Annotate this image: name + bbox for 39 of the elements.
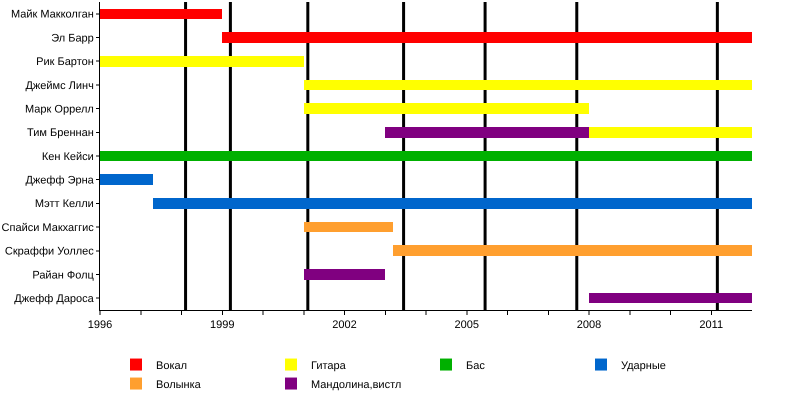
bar xyxy=(100,174,153,185)
bar xyxy=(385,127,589,138)
bar xyxy=(222,32,752,43)
bar xyxy=(304,222,393,232)
legend-label: Мандолина,вистл xyxy=(311,378,402,391)
x-tick-label: 2002 xyxy=(332,319,357,332)
bar xyxy=(393,245,752,256)
y-tick-label: Райан Фолц xyxy=(32,269,94,282)
y-tick-label: Марк Оррелл xyxy=(25,103,94,116)
bar xyxy=(100,56,304,67)
bar xyxy=(304,80,752,90)
x-tick-label: 2011 xyxy=(699,319,724,332)
bar xyxy=(153,198,752,209)
legend-label: Бас xyxy=(466,360,486,372)
bar xyxy=(589,127,752,138)
y-tick-label: Джефф Эрна xyxy=(25,174,95,187)
bar xyxy=(100,9,222,19)
bar xyxy=(304,269,385,280)
bar xyxy=(100,151,752,161)
legend-label: Ударные xyxy=(621,360,666,372)
y-tick-label: Тим Бреннан xyxy=(27,127,94,140)
y-tick-label: Майк Макколган xyxy=(10,8,94,21)
y-tick-label: Джефф Дароса xyxy=(14,293,95,305)
legend-label: Гитара xyxy=(311,360,347,372)
bar xyxy=(589,293,752,303)
y-tick-label: Скраффи Уоллес xyxy=(4,246,94,258)
y-tick-label: Эл Барр xyxy=(51,32,94,44)
bar xyxy=(304,103,589,114)
x-tick-label: 2005 xyxy=(454,319,479,332)
x-tick-label: 1996 xyxy=(88,319,112,332)
legend-label: Волынка xyxy=(156,378,202,391)
y-tick-label: Рик Бартон xyxy=(36,56,94,68)
x-tick-label: 2008 xyxy=(576,319,602,332)
y-tick-label: Джеймс Линч xyxy=(25,80,94,92)
x-tick-label: 1999 xyxy=(210,319,234,332)
legend-label: Вокал xyxy=(156,360,188,372)
y-tick-label: Кен Кейси xyxy=(42,150,94,163)
y-tick-label: Спайси Макхаггис xyxy=(2,222,94,234)
y-tick-label: Мэтт Келли xyxy=(34,198,94,210)
